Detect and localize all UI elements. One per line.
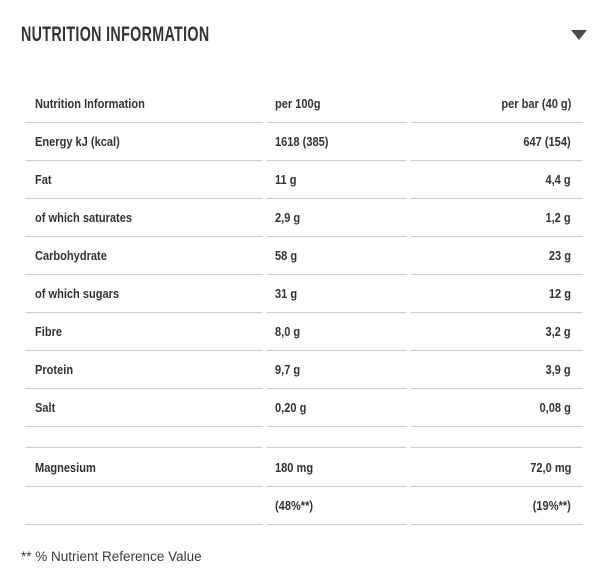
per-bar-value: (19%**) bbox=[532, 498, 571, 513]
nutrient-name: Protein bbox=[35, 362, 74, 377]
table-row: Energy kJ (kcal) 1618 (385) 647 (154) bbox=[25, 123, 583, 161]
per-bar-value: 72,0 mg bbox=[529, 459, 571, 475]
per-100g-value: 11 g bbox=[275, 172, 297, 187]
nutrient-name: Magnesium bbox=[35, 459, 96, 475]
table-row: Protein 9,7 g 3,9 g bbox=[25, 351, 583, 389]
nutrient-name: Carbohydrate bbox=[35, 248, 107, 263]
table-header-row: Nutrition Information per 100g per bar (… bbox=[25, 85, 583, 123]
per-100g-value: (48%**) bbox=[275, 498, 314, 513]
nutrient-name: of which saturates bbox=[35, 210, 133, 225]
table-row: Salt 0,20 g 0,08 g bbox=[25, 389, 583, 427]
per-bar-value: 647 (154) bbox=[523, 134, 571, 149]
per-bar-value: 12 g bbox=[548, 286, 571, 301]
per-bar-value: 0,08 g bbox=[539, 400, 571, 415]
table-row: Carbohydrate 58 g 23 g bbox=[25, 237, 583, 275]
nutrient-reference-footnote: ** % Nutrient Reference Value bbox=[21, 549, 202, 564]
chevron-down-icon[interactable] bbox=[571, 30, 587, 40]
table-row: (48%**) (19%**) bbox=[25, 487, 583, 525]
header-per-bar-column: per bar (40 g) bbox=[500, 96, 571, 111]
per-100g-value: 9,7 g bbox=[275, 362, 301, 377]
nutrient-name: of which sugars bbox=[35, 286, 120, 301]
per-bar-value: 3,9 g bbox=[545, 362, 571, 377]
nutrient-name: Energy kJ (kcal) bbox=[35, 134, 120, 149]
per-bar-value: 1,2 g bbox=[545, 210, 571, 225]
nutrient-name: Fibre bbox=[35, 324, 63, 339]
per-100g-value: 8,0 g bbox=[275, 324, 301, 339]
header-per-100g-column: per 100g bbox=[275, 96, 321, 111]
per-bar-value: 4,4 g bbox=[545, 172, 571, 187]
per-100g-value: 31 g bbox=[275, 286, 298, 301]
accordion-header[interactable]: NUTRITION INFORMATION bbox=[21, 22, 587, 48]
table-row: of which sugars 31 g 12 g bbox=[25, 275, 583, 313]
table-row: Fat 11 g 4,4 g bbox=[25, 161, 583, 199]
table-row: of which saturates 2,9 g 1,2 g bbox=[25, 199, 583, 237]
section-title: NUTRITION INFORMATION bbox=[21, 23, 210, 46]
nutrient-name: Fat bbox=[35, 172, 52, 187]
per-100g-value: 2,9 g bbox=[275, 210, 301, 225]
per-bar-value: 3,2 g bbox=[545, 324, 571, 339]
header-nutrient-column: Nutrition Information bbox=[35, 96, 145, 111]
table-row: Fibre 8,0 g 3,2 g bbox=[25, 313, 583, 351]
nutrition-table: Nutrition Information per 100g per bar (… bbox=[21, 85, 587, 525]
nutrient-name: Salt bbox=[35, 400, 56, 415]
per-100g-value: 1618 (385) bbox=[275, 134, 329, 149]
table-row: Magnesium 180 mg 72,0 mg bbox=[25, 448, 583, 487]
per-100g-value: 0,20 g bbox=[275, 400, 307, 415]
per-100g-value: 180 mg bbox=[275, 459, 314, 475]
per-100g-value: 58 g bbox=[275, 248, 298, 263]
per-bar-value: 23 g bbox=[548, 248, 571, 263]
nutrition-section: NUTRITION INFORMATION Nutrition Informat… bbox=[21, 22, 587, 564]
table-spacer-row bbox=[25, 427, 583, 448]
